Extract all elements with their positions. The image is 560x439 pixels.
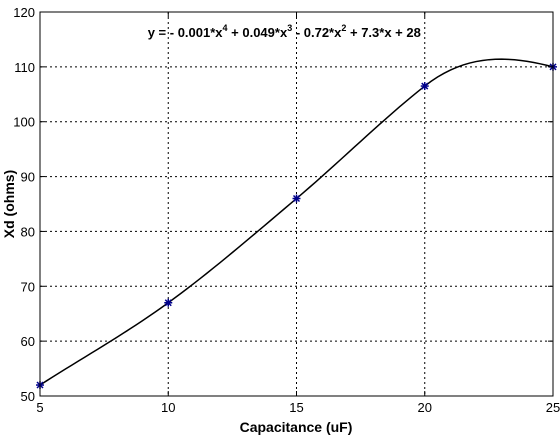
data-point [420,82,429,91]
x-tick-label: 5 [36,400,43,415]
tick-labels: 5 10 15 20 25 50 60 70 80 90 100 110 120 [13,5,560,415]
grid [40,12,553,396]
equation-annotation: y = - 0.001*x4 + 0.049*x3 - 0.72*x2 + 7.… [148,23,421,40]
x-tick-label: 20 [418,400,432,415]
x-tick-label: 10 [161,400,175,415]
y-tick-label: 60 [21,334,35,349]
y-axis-label: Xd (ohms) [1,170,17,238]
x-tick-label: 25 [546,400,560,415]
y-tick-label: 100 [13,115,35,130]
y-tick-label: 50 [21,389,35,404]
data-point [164,298,173,307]
y-tick-label: 90 [21,170,35,185]
x-tick-label: 15 [289,400,303,415]
y-tick-label: 120 [13,5,35,20]
ticks [39,11,554,397]
y-tick-label: 80 [21,224,35,239]
data-point [292,194,301,203]
y-tick-label: 110 [14,60,35,75]
y-tick-label: 70 [21,279,35,294]
x-axis-label: Capacitance (uF) [240,419,353,435]
